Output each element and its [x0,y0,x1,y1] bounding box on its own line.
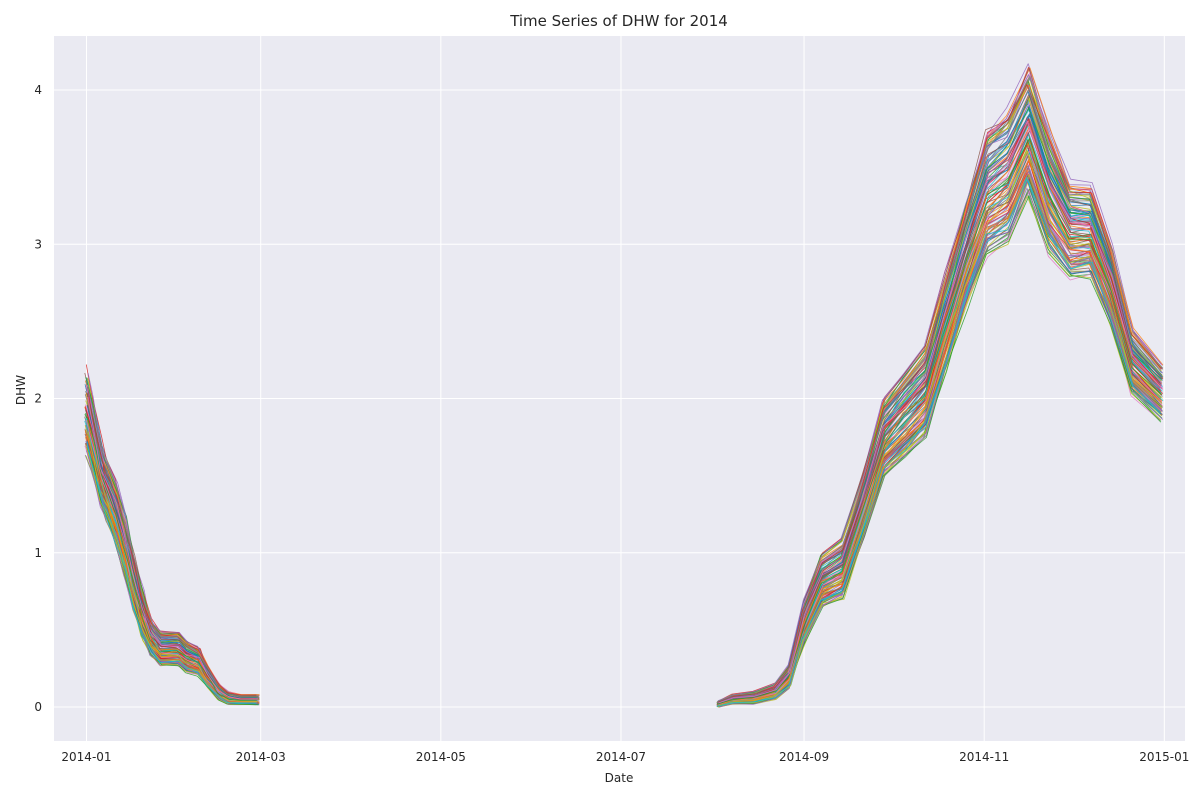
x-axis-label: Date [605,771,634,785]
x-tick-label: 2014-11 [959,750,1009,764]
series-line-105-segment-2 [718,112,1161,703]
series-line-101-segment-2 [719,180,1162,707]
x-tick-label: 2014-09 [779,750,829,764]
series-line-92-segment-2 [716,84,1161,703]
series-line-116-segment-2 [717,95,1163,703]
series-line-115-segment-2 [718,175,1163,708]
series-line-117-segment-1 [87,396,259,700]
tick-layer: 2014-01 2014-03 2014-05 2014-07 2014-09 2014-… [34,83,1189,764]
y-tick-label: 3 [34,237,42,251]
x-tick-label: 2014-07 [596,750,646,764]
series-line-118-segment-2 [717,89,1164,702]
series-line-120-segment-2 [716,178,1162,707]
series-line-103-segment-1 [86,448,259,706]
series-line-85-segment-2 [717,74,1162,702]
series-line-112-segment-2 [719,125,1161,705]
y-axis-label: DHW [14,375,28,405]
series-line-105-segment-1 [87,392,260,700]
series-line-117-segment-2 [718,120,1164,704]
y-tick-label: 4 [34,83,42,97]
x-tick-label: 2014-05 [416,750,466,764]
series-line-113-segment-1 [86,416,257,701]
series-line-118-segment-1 [85,381,260,698]
series-layer [84,63,1164,708]
series-line-102-segment-2 [717,159,1162,706]
y-tick-label: 0 [34,700,42,714]
y-tick-label: 1 [34,546,42,560]
series-line-109-segment-2 [719,150,1163,706]
series-line-120-segment-1 [87,446,257,704]
x-tick-label: 2014-03 [236,750,286,764]
series-line-113-segment-2 [716,138,1162,705]
x-tick-label: 2015-01 [1139,750,1189,764]
x-tick-label: 2014-01 [61,750,111,764]
chart-title: Time Series of DHW for 2014 [509,12,728,30]
y-tick-label: 2 [34,392,42,406]
series-line-103-segment-2 [717,195,1162,707]
